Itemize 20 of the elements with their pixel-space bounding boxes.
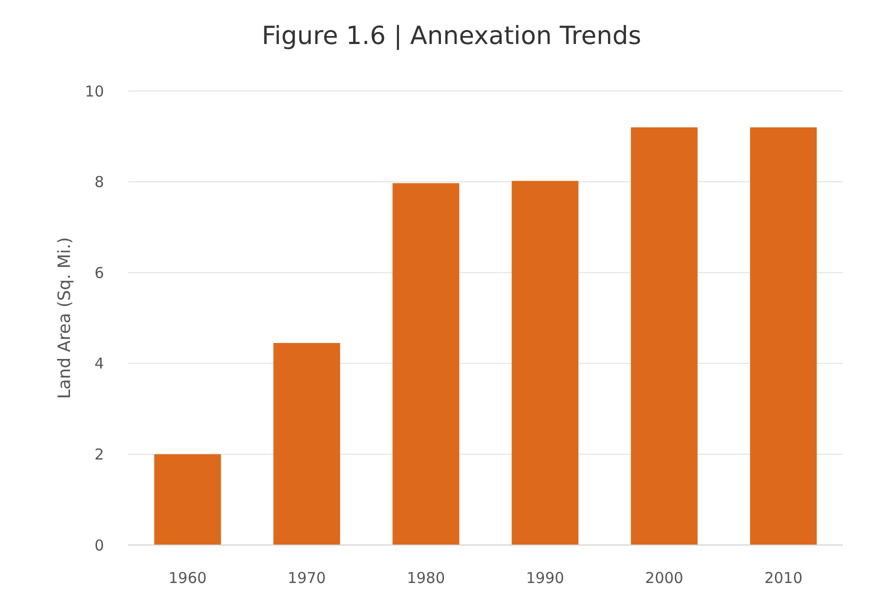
y-axis-title: Land Area (Sq. Mi.) [55,237,75,399]
y-tick-label: 0 [94,536,104,554]
y-tick-label: 2 [94,445,104,464]
bar [630,127,698,545]
bar [512,180,578,545]
x-tick-label: 1970 [288,569,326,587]
x-tick-label: 1990 [526,569,564,587]
chart-title: Figure 1.6 | Annexation Trends [262,21,642,50]
x-tick-label: 2010 [764,569,803,587]
y-tick-label: 8 [94,173,104,192]
x-tick-label: 1980 [406,569,446,587]
bar [392,183,460,545]
x-tick-label: 1960 [168,569,207,587]
bar [154,454,221,545]
bar [750,127,817,545]
y-tick-label: 4 [94,354,104,373]
x-tick-label: 2000 [645,569,684,587]
bar [273,342,340,545]
y-tick-label: 10 [84,82,104,100]
y-tick-label: 6 [94,264,104,282]
